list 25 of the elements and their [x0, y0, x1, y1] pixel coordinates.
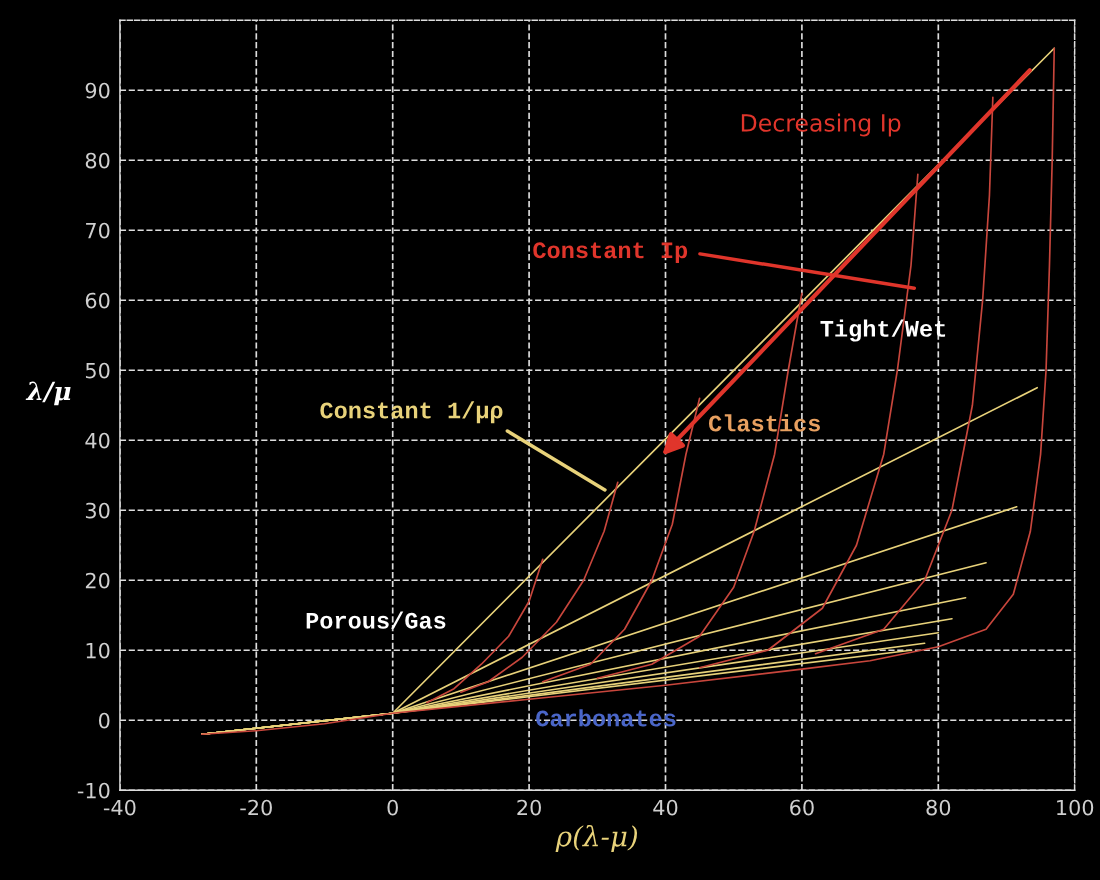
annotation: Porous/Gas — [306, 611, 446, 629]
annotation: Decreasing Ip — [741, 113, 901, 137]
y-tick-label: 0 — [98, 712, 110, 729]
y-tick-label: 90 — [85, 82, 110, 99]
y-tick-label: 50 — [85, 362, 110, 379]
y-tick-label: 30 — [85, 502, 110, 519]
annotation: Constant 1/μρ — [320, 401, 503, 424]
x-tick-label: 20 — [517, 799, 541, 816]
y-tick-label: 60 — [85, 292, 110, 309]
y-tick-label: 20 — [85, 572, 110, 589]
x-tick-label: 100 — [1057, 799, 1094, 816]
x-tick-label: 80 — [926, 799, 951, 816]
x-tick-label: 40 — [653, 799, 678, 816]
x-tick-label: -40 — [103, 799, 136, 816]
x-tick-label: 60 — [790, 799, 814, 816]
x-axis-title: ρ(λ-μ) — [555, 824, 638, 853]
y-tick-label: -10 — [77, 782, 110, 799]
y-tick-label: 70 — [86, 222, 110, 239]
annotation: Constant Ip — [533, 242, 688, 264]
x-tick-label: -20 — [240, 799, 272, 816]
y-tick-label: 80 — [85, 152, 110, 169]
x-tick-label: 0 — [387, 799, 398, 816]
y-axis-title: λ/μ — [25, 381, 71, 406]
y-tick-label: 40 — [85, 432, 110, 449]
y-tick-label: 10 — [86, 642, 110, 659]
